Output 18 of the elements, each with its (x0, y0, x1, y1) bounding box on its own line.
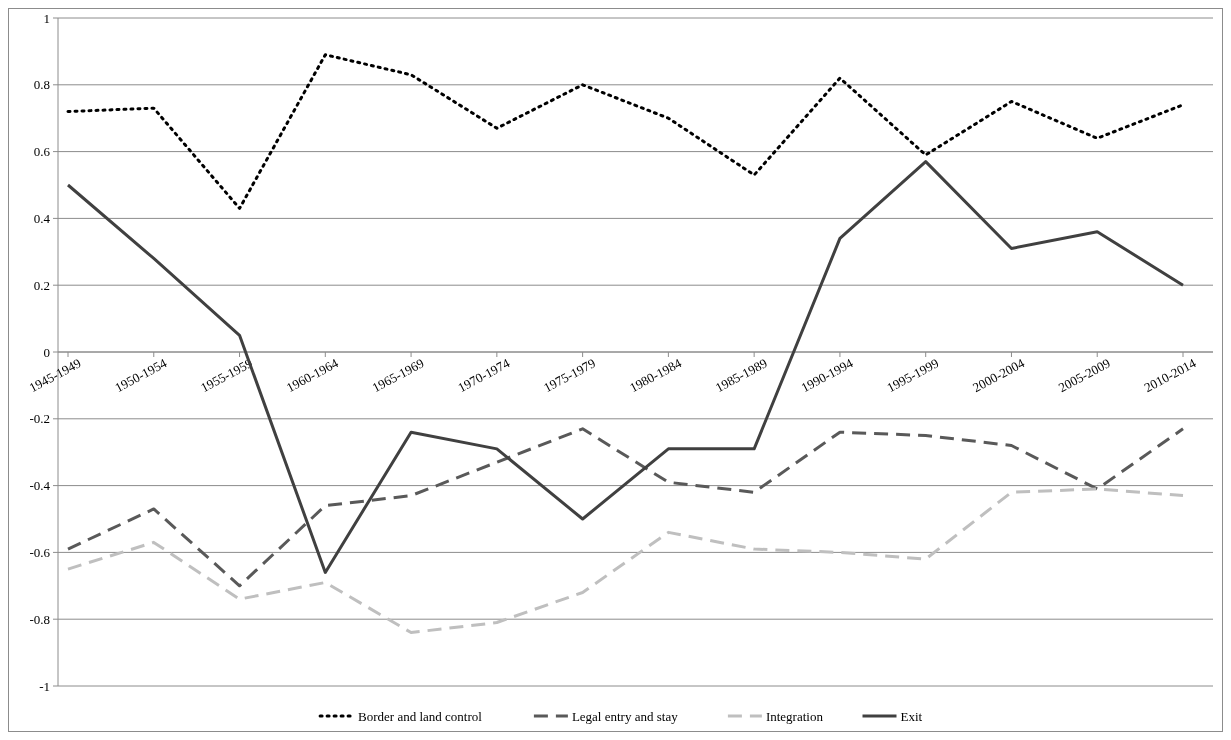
legend-label: Border and land control (358, 708, 483, 724)
line-series (66, 427, 1185, 588)
y-tick-label: -0.6 (29, 544, 51, 560)
y-tick-label: -1 (39, 678, 50, 694)
line-series (66, 53, 1185, 210)
y-tick-label: 0.4 (33, 210, 51, 226)
y-tick-label: -0.8 (29, 611, 50, 627)
y-tick-label: -0.4 (29, 478, 51, 494)
legend-label: Exit (900, 708, 923, 724)
y-tick-label: 0.6 (33, 144, 51, 160)
y-tick-label: 1 (43, 10, 50, 26)
legend-label: Legal entry and stay (571, 708, 679, 724)
y-tick-label: 0.8 (33, 77, 50, 93)
y-tick-label: 0 (43, 344, 50, 360)
y-tick-label: -0.2 (29, 411, 50, 427)
legend-label: Integration (765, 708, 824, 724)
line-series (66, 487, 1185, 635)
y-tick-label: 0.2 (33, 277, 50, 293)
